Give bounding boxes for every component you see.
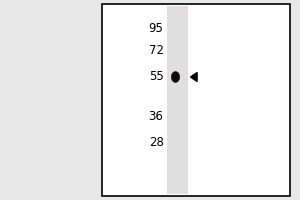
Polygon shape [190,73,197,82]
Text: 55: 55 [149,71,164,84]
Text: 36: 36 [148,110,164,123]
Text: 95: 95 [148,22,164,36]
Text: 28: 28 [148,137,164,150]
Text: 72: 72 [148,45,164,58]
Bar [102,4,290,196]
Bar [167,6,188,194]
Ellipse shape [171,72,180,82]
